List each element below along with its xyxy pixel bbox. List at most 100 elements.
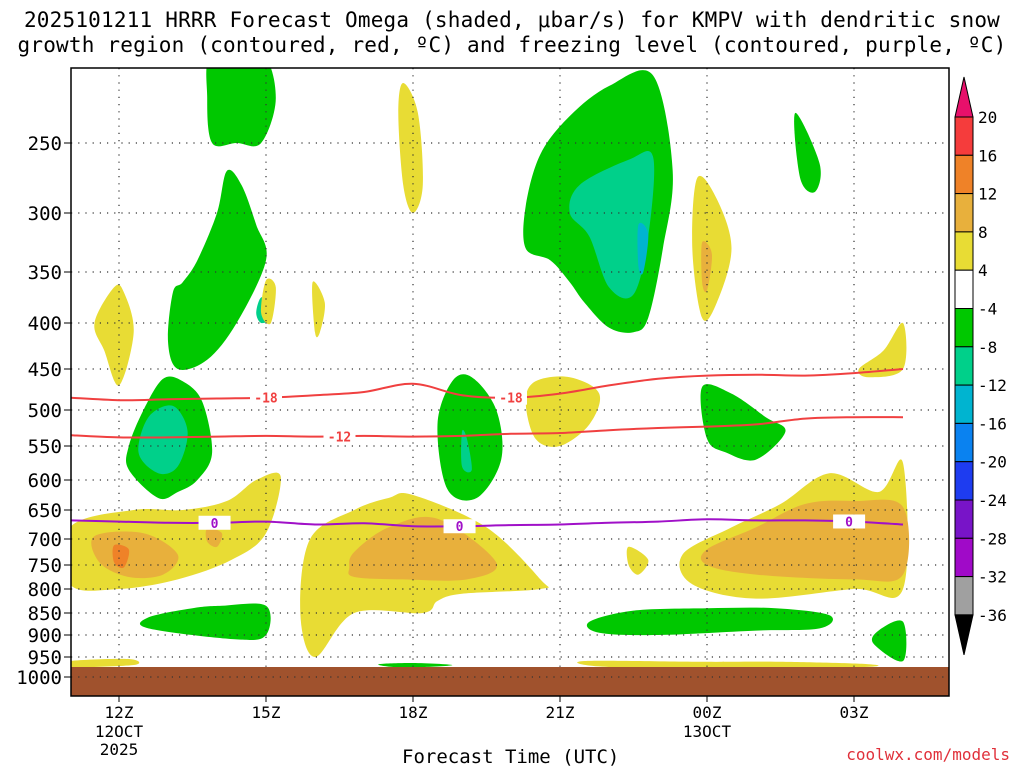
x-tick-label-00Z: 00Z [693, 703, 722, 722]
contour-label-2-1: 0 [456, 520, 464, 535]
omega-region-16 [437, 374, 503, 501]
omega-shading [71, 68, 910, 668]
omega-region-32 [71, 658, 140, 668]
x-tick-label-18Z: 18Z [399, 703, 428, 722]
x-tick-label-03Z: 03Z [840, 703, 869, 722]
colorbar-label-13: -36 [978, 606, 1007, 625]
x-axis-title: Forecast Time (UTC) [402, 746, 620, 768]
y-tick-label-350: 350 [28, 262, 62, 284]
omega-region-34 [378, 662, 453, 668]
y-tick-label-250: 250 [28, 133, 62, 155]
omega-region-0 [206, 68, 276, 147]
omega-region-1 [167, 169, 267, 370]
plot-frame [70, 67, 950, 697]
omega-region-8 [637, 222, 649, 275]
colorbar-band-9 [954, 422, 974, 463]
colorbar-label-5: -4 [978, 300, 997, 319]
contour-label-bg-2-2 [833, 514, 866, 529]
y-tick-label-500: 500 [28, 400, 62, 422]
contour-label-bg-1-0 [323, 429, 356, 444]
ground-fill [71, 667, 949, 696]
colorbar-band-1 [954, 116, 974, 156]
x-tick-label-21Z: 21Z [546, 703, 575, 722]
x-tick-label-12Z: 12Z [105, 703, 134, 722]
omega-region-3 [260, 278, 276, 325]
y-tick-label-400: 400 [28, 313, 62, 335]
colorbar-band-6 [954, 308, 974, 348]
omega-region-21 [91, 531, 179, 579]
chart-title-line2: growth region (contoured, red, ºC) and f… [17, 33, 1007, 57]
colorbar-label-8: -16 [978, 414, 1007, 433]
contour-line-1 [71, 416, 904, 439]
omega-region-9 [692, 175, 732, 321]
colorbar: 20 16 12 8 4 -4 -8 -12 -16 -20 -24 -28 -32 -36 [954, 76, 1007, 656]
colorbar-label-2: 12 [978, 185, 997, 204]
colorbar-label-3: 8 [978, 223, 988, 242]
contour-label-bg-0-0 [250, 390, 282, 405]
colorbar-label-7: -12 [978, 376, 1007, 395]
y-tick-label-550: 550 [28, 436, 62, 458]
contour-label-0-0: -18 [254, 392, 278, 407]
colorbar-band-11 [954, 499, 974, 539]
colorbar-label-12: -32 [978, 568, 1007, 587]
omega-region-17 [461, 429, 472, 473]
y-axis: 2503003504004505005506006507007508008509… [16, 133, 71, 689]
colorbar-band-8 [954, 384, 974, 424]
y-tick-label-600: 600 [28, 470, 62, 492]
omega-region-31 [871, 620, 907, 662]
omega-region-10 [701, 241, 713, 293]
omega-region-19 [525, 376, 601, 447]
colorbar-bottom-triangle [954, 614, 974, 656]
y-tick-label-650: 650 [28, 500, 62, 522]
contour-label-bg-0-1 [495, 390, 527, 405]
colorbar-band-7 [954, 346, 974, 386]
omega-region-4 [398, 83, 423, 213]
omega-region-26 [626, 546, 649, 575]
omega-region-5 [94, 284, 134, 386]
colorbar-label-10: -24 [978, 491, 1007, 510]
x-tick-date-12Z: 12OCT [95, 722, 144, 741]
y-tick-label-750: 750 [28, 555, 62, 577]
temperature-contours: -18 -18 -12 0 0 0 [71, 368, 904, 535]
colorbar-label-6: -8 [978, 338, 997, 357]
colorbar-band-2 [954, 154, 974, 195]
colorbar-label-0: 20 [978, 108, 997, 127]
y-tick-label-800: 800 [28, 579, 62, 601]
colorbar-top-triangle [954, 76, 974, 118]
contour-label-bg-2-0 [198, 515, 231, 530]
colorbar-band-5 [954, 269, 974, 310]
chart-title-line1: 2025101211 HRRR Forecast Omega (shaded, … [23, 8, 1001, 32]
omega-region-30 [586, 607, 833, 636]
contour-label-bg-2-1 [443, 519, 476, 534]
contour-label-2-2: 0 [845, 515, 853, 530]
colorbar-label-9: -20 [978, 453, 1007, 472]
colorbar-band-4 [954, 231, 974, 271]
ground-surface [71, 667, 949, 696]
omega-region-33 [577, 660, 879, 668]
omega-region-15 [138, 405, 188, 475]
colorbar-band-10 [954, 461, 974, 501]
y-tick-label-700: 700 [28, 529, 62, 551]
colorbar-label-11: -28 [978, 529, 1007, 548]
colorbar-band-13 [954, 576, 974, 616]
omega-region-11 [794, 112, 821, 193]
y-tick-label-850: 850 [28, 603, 62, 625]
omega-region-13 [312, 281, 326, 338]
contour-label-1-0: -12 [328, 430, 351, 445]
colorbar-band-3 [954, 193, 974, 233]
contour-line-0 [71, 368, 904, 402]
omega-region-22 [112, 544, 130, 569]
y-tick-label-1000: 1000 [16, 667, 62, 689]
omega-region-12 [858, 322, 907, 378]
x-tick-label-15Z: 15Z [252, 703, 281, 722]
omega-region-7 [569, 150, 655, 299]
colorbar-label-4: 4 [978, 261, 988, 280]
contour-label-2-0: 0 [211, 517, 219, 532]
x-tick-year-12Z: 2025 [100, 740, 139, 759]
omega-region-18 [700, 384, 786, 461]
y-tick-label-450: 450 [28, 359, 62, 381]
x-tick-date-00Z: 13OCT [683, 722, 732, 741]
colorbar-band-12 [954, 537, 974, 578]
